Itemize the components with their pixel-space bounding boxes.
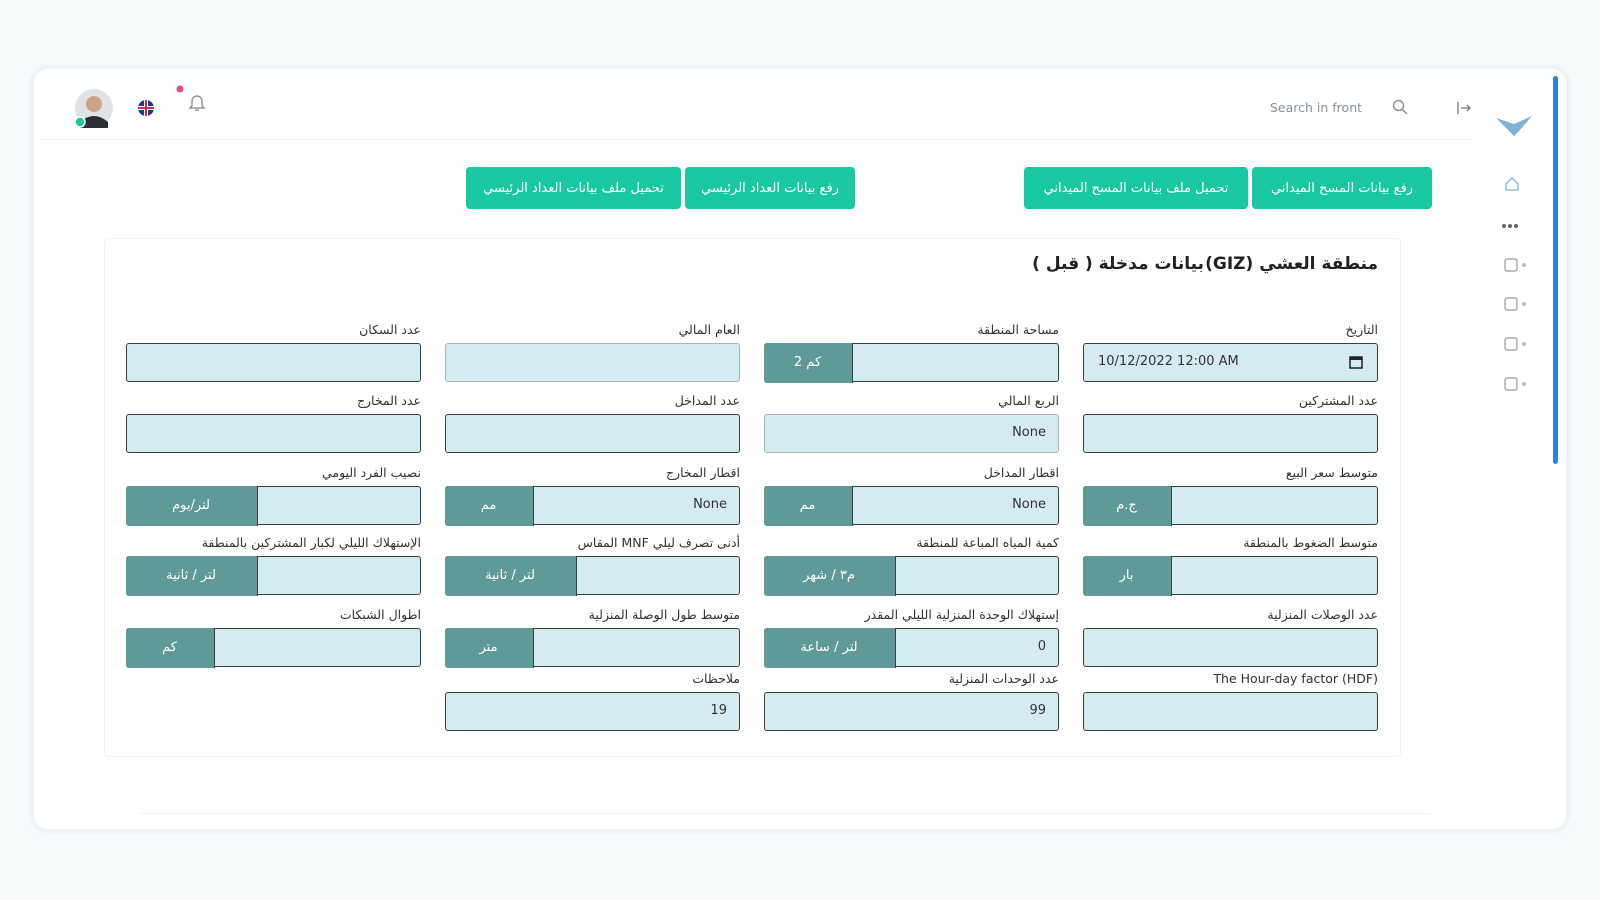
- text-input[interactable]: لتر / ثانية: [444, 555, 740, 596]
- input-value: 0: [1037, 639, 1046, 654]
- text-input[interactable]: 19: [445, 692, 740, 731]
- input-value: None: [1012, 425, 1046, 440]
- field-label: إستهلاك الوحدة المنزلية الليلي المقدر: [864, 607, 1059, 622]
- scrollbar[interactable]: [1553, 76, 1558, 464]
- logout-icon[interactable]: [1456, 100, 1472, 116]
- action-button[interactable]: تحميل ملف بيانات العداد الرئيسي: [466, 167, 681, 209]
- logo[interactable]: [1496, 116, 1532, 136]
- field-label: اطوال الشبكات: [339, 607, 421, 622]
- date-input[interactable]: 10/12/2022 12:00 AM: [1083, 343, 1378, 382]
- input-value: 99: [1029, 703, 1046, 718]
- unit-addon: كم 2: [763, 342, 853, 383]
- field-label: عدد المداخل: [674, 393, 740, 408]
- field-label: اقطار المداخل: [983, 465, 1059, 480]
- unit-addon: م٣ / شهر: [763, 555, 896, 596]
- text-input[interactable]: متر: [444, 627, 740, 668]
- unit-addon: لتر / ساعة: [763, 627, 896, 668]
- field-label: العام المالي: [678, 322, 740, 337]
- unit-addon: لتر/يوم: [125, 485, 258, 526]
- unit-addon: كم: [125, 627, 215, 668]
- sidebar: [1496, 116, 1532, 391]
- menu-icon[interactable]: [1504, 258, 1518, 272]
- header-divider: [40, 139, 1470, 140]
- notifications[interactable]: [172, 84, 206, 118]
- search-icon[interactable]: [1392, 99, 1408, 115]
- field-label: التاريخ: [1345, 322, 1378, 337]
- unit-addon: مم: [763, 485, 853, 526]
- text-input[interactable]: [1083, 628, 1378, 667]
- field-label: عدد الوصلات المنزلية: [1267, 607, 1378, 622]
- home-icon[interactable]: [1505, 177, 1519, 191]
- field-label: الربع المالي: [998, 393, 1059, 408]
- text-input[interactable]: مم None: [763, 485, 1059, 526]
- text-input[interactable]: بار: [1082, 555, 1378, 596]
- field-label: اقطار المخارج: [665, 465, 740, 480]
- text-input[interactable]: مم None: [444, 485, 740, 526]
- text-input[interactable]: لتر / ساعة 0: [763, 627, 1059, 668]
- text-input[interactable]: كم: [125, 627, 421, 668]
- menu-icon[interactable]: [1504, 377, 1518, 391]
- field-label: متوسط طول الوصلة المنزلية: [588, 607, 740, 622]
- text-input[interactable]: [1083, 414, 1378, 453]
- avatar[interactable]: [74, 88, 114, 128]
- unit-addon: لتر / ثانية: [444, 555, 577, 596]
- unit-addon: ج.م: [1082, 485, 1172, 526]
- input-value: 19: [710, 703, 727, 718]
- more-icon[interactable]: [1502, 224, 1518, 228]
- text-input[interactable]: لتر / ثانية: [125, 555, 421, 596]
- field-label: متوسط الضغوط بالمنطقة: [1243, 535, 1378, 550]
- search-input[interactable]: Search in front: [1270, 100, 1363, 115]
- text-input: None: [764, 414, 1059, 453]
- menu-icon[interactable]: [1504, 337, 1518, 351]
- text-input: [445, 343, 740, 382]
- field-label: عدد الوحدات المنزلية: [948, 671, 1059, 686]
- action-button[interactable]: رفع بيانات المسح الميداني: [1252, 167, 1432, 209]
- text-input[interactable]: [445, 414, 740, 453]
- field-label: أدنى تصرف ليلي MNF المقاس: [577, 535, 740, 550]
- unit-addon: بار: [1082, 555, 1172, 596]
- text-input[interactable]: [126, 343, 421, 382]
- calendar-icon[interactable]: [1349, 355, 1363, 369]
- text-input[interactable]: 99: [764, 692, 1059, 731]
- text-input[interactable]: لتر/يوم: [125, 485, 421, 526]
- field-label: كمية المياه المباعة للمنطقة: [916, 535, 1059, 550]
- language-flag[interactable]: [137, 99, 155, 117]
- field-label: عدد السكان: [359, 322, 421, 337]
- field-label: عدد المخارج: [356, 393, 421, 408]
- action-button[interactable]: تحميل ملف بيانات المسح الميداني: [1024, 167, 1248, 209]
- card-title: منطقة العشي (GIZ): [1205, 254, 1378, 274]
- input-value: None: [1012, 497, 1046, 512]
- action-button[interactable]: رفع بيانات العداد الرئيسي: [685, 167, 855, 209]
- text-input[interactable]: كم 2: [763, 342, 1059, 383]
- input-value: 10/12/2022 12:00 AM: [1098, 354, 1239, 369]
- divider: [140, 813, 1430, 814]
- field-label: نصيب الفرد اليومي: [321, 465, 421, 480]
- field-label: متوسط سعر البيع: [1285, 465, 1378, 480]
- unit-addon: مم: [444, 485, 534, 526]
- unit-addon: لتر / ثانية: [125, 555, 258, 596]
- field-label: مساحة المنطقة: [977, 322, 1059, 337]
- input-value: None: [693, 497, 727, 512]
- field-label: الإستهلاك الليلي لكبار المشتركين بالمنطق…: [201, 535, 421, 550]
- text-input[interactable]: [126, 414, 421, 453]
- card-subtitle: بيانات مدخلة ( قبل ): [1032, 254, 1204, 274]
- text-input[interactable]: [1083, 692, 1378, 731]
- field-label: عدد المشتركين: [1298, 393, 1378, 408]
- unit-addon: متر: [444, 627, 534, 668]
- field-label: ملاحظات: [692, 671, 740, 686]
- field-label: The Hour-day factor (HDF): [1213, 671, 1378, 686]
- menu-icon[interactable]: [1504, 297, 1518, 311]
- text-input[interactable]: ج.م: [1082, 485, 1378, 526]
- text-input[interactable]: م٣ / شهر: [763, 555, 1059, 596]
